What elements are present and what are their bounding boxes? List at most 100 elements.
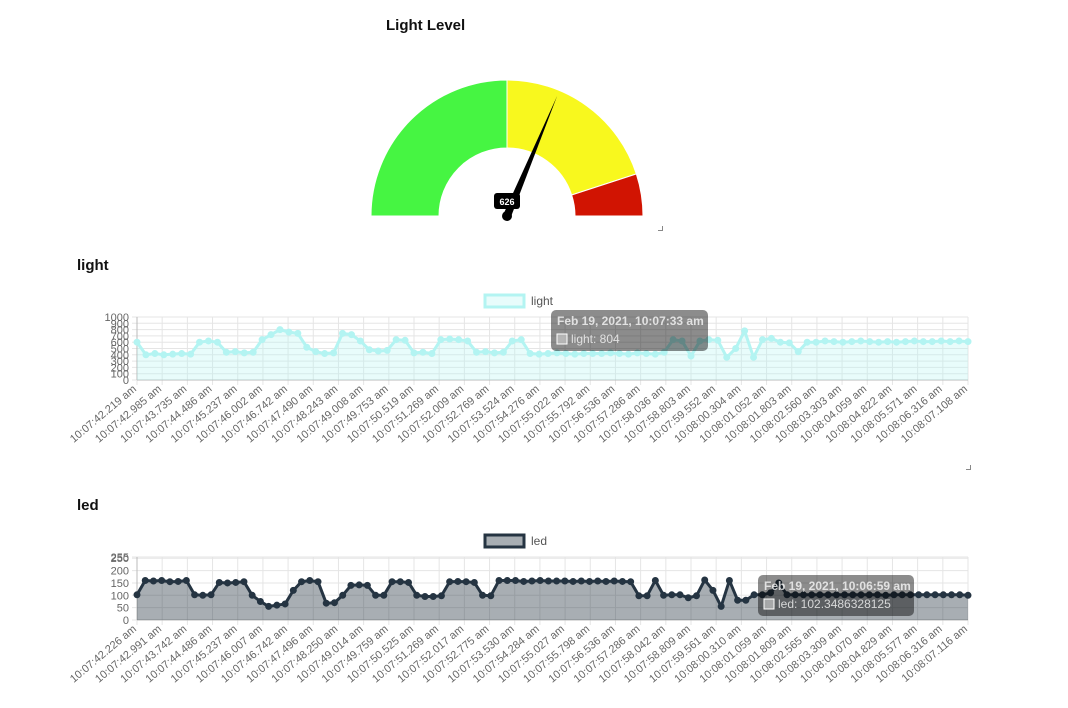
light-point — [365, 346, 373, 354]
led-point — [627, 578, 635, 586]
light-point — [687, 352, 695, 360]
led-point — [709, 586, 717, 594]
light-chart-title: light — [77, 257, 109, 274]
light-point — [187, 350, 195, 358]
light-point — [839, 338, 847, 346]
light-tooltip-swatch — [556, 333, 568, 345]
light-point — [660, 348, 668, 356]
led-point — [939, 591, 947, 599]
led-point — [462, 578, 470, 586]
light-chart-resize-handle[interactable] — [966, 465, 971, 470]
led-ytick-label: 200 — [111, 566, 129, 578]
light-point — [374, 347, 382, 355]
led-point — [396, 578, 404, 586]
led-ytick-label: 50 — [117, 603, 129, 615]
led-point — [857, 591, 865, 599]
led-point — [314, 578, 322, 586]
led-point — [964, 591, 972, 599]
light-point — [776, 338, 784, 346]
led-point — [898, 591, 906, 599]
light-point — [678, 337, 686, 345]
led-point — [586, 577, 594, 585]
light-point — [812, 338, 820, 346]
led-point — [635, 592, 643, 600]
light-point — [589, 350, 597, 358]
led-point — [684, 594, 692, 602]
light-point — [428, 350, 436, 358]
led-point — [446, 578, 454, 586]
led-tooltip-box — [758, 575, 914, 616]
led-point — [873, 591, 881, 599]
led-point — [915, 591, 923, 599]
light-tooltip-box — [551, 310, 708, 351]
led-point — [191, 591, 199, 599]
led-point — [405, 578, 413, 586]
led-point — [783, 591, 791, 599]
led-point — [487, 592, 495, 600]
led-point — [849, 591, 857, 599]
led-point — [865, 591, 873, 599]
light-point — [651, 350, 659, 358]
light-ytick-label: 300 — [111, 356, 129, 368]
light-point — [910, 337, 918, 345]
led-point — [265, 602, 273, 610]
light-point — [705, 336, 713, 344]
light-point — [946, 338, 954, 346]
light-point — [294, 329, 302, 337]
led-point — [923, 591, 931, 599]
light-point — [169, 350, 177, 358]
light-point — [562, 350, 570, 358]
light-point — [758, 336, 766, 344]
led-point — [372, 591, 380, 599]
light-point — [133, 338, 141, 346]
led-point — [511, 576, 519, 584]
gauge-band-0 — [370, 79, 508, 217]
light-point — [267, 331, 275, 339]
led-tooltip-title: Feb 19, 2021, 10:06:59 am — [764, 579, 911, 593]
led-point — [668, 591, 676, 599]
led-point — [734, 596, 742, 604]
gauge-needle-hub — [502, 211, 512, 221]
led-legend-label: led — [531, 534, 547, 548]
led-point — [158, 576, 166, 584]
gauge-value-label: 626 — [499, 197, 514, 207]
light-point — [464, 337, 472, 345]
led-point — [224, 579, 232, 587]
led-point — [470, 578, 478, 586]
led-point — [421, 593, 429, 601]
led-point — [758, 591, 766, 599]
led-point — [232, 578, 240, 586]
led-point — [651, 576, 659, 584]
led-point — [240, 578, 248, 586]
light-point — [222, 348, 230, 356]
led-point — [775, 579, 783, 587]
light-point — [383, 346, 391, 354]
light-point — [848, 338, 856, 346]
gauge-resize-handle[interactable] — [658, 226, 663, 231]
led-point — [330, 599, 338, 607]
led-point — [931, 591, 939, 599]
light-point — [392, 336, 400, 344]
light-point — [571, 350, 579, 358]
light-point — [535, 350, 543, 358]
led-chart-title: led — [77, 497, 99, 514]
light-point — [875, 338, 883, 346]
light-line — [135, 328, 969, 359]
led-point — [133, 591, 141, 599]
light-point — [884, 338, 892, 346]
led-point — [832, 591, 840, 599]
led-point — [174, 577, 182, 585]
light-point — [901, 338, 909, 346]
led-point — [906, 591, 914, 599]
light-point — [321, 350, 329, 358]
light-point — [750, 353, 758, 361]
light-tooltip-body: light: 804 — [571, 332, 620, 346]
light-ytick-label: 900 — [111, 318, 129, 330]
light-point — [553, 349, 561, 357]
gauge-needle — [503, 96, 558, 218]
light-point — [893, 338, 901, 346]
led-point — [182, 576, 190, 584]
light-point — [419, 348, 427, 356]
led-point — [363, 581, 371, 589]
